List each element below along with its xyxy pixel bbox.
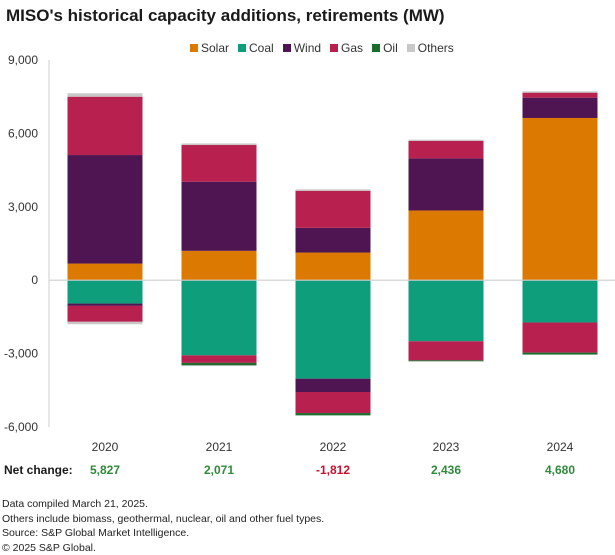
bar-segment-wind-retirement-2020 bbox=[67, 303, 143, 306]
legend-swatch bbox=[282, 44, 291, 52]
legend-item-oil: Oil bbox=[372, 41, 398, 55]
bar-segment-solar-addition-2024 bbox=[522, 117, 598, 281]
bar-segment-solar-addition-2020 bbox=[67, 263, 143, 281]
bar-segment-coal-retirement-2023 bbox=[408, 280, 484, 342]
legend-label: Wind bbox=[293, 41, 322, 55]
x-tick-label: 2024 bbox=[547, 440, 574, 454]
bar-segment-others-retirement-2020 bbox=[67, 321, 143, 325]
bar-segment-gas-retirement-2023 bbox=[408, 341, 484, 361]
bar-segment-wind-addition-2022 bbox=[295, 227, 371, 253]
bar-segment-others-retirement-2021 bbox=[181, 365, 257, 367]
bar-segment-others-addition-2020 bbox=[67, 93, 143, 97]
bar-segment-gas-addition-2023 bbox=[408, 140, 484, 159]
bar-segment-others-addition-2023 bbox=[408, 139, 484, 141]
y-tick-label: -6,000 bbox=[4, 420, 38, 434]
legend-label: Oil bbox=[383, 41, 398, 55]
net-change-label: Net change: bbox=[4, 463, 73, 477]
bar-segment-coal-retirement-2021 bbox=[181, 280, 257, 356]
bar-segment-wind-addition-2020 bbox=[67, 155, 143, 264]
bar-segment-wind-retirement-2022 bbox=[295, 378, 371, 393]
legend-item-solar: Solar bbox=[190, 41, 229, 55]
net-change-value: 2,071 bbox=[204, 463, 234, 477]
legend-item-wind: Wind bbox=[282, 41, 322, 55]
footnotes: Data compiled March 21, 2025. Others inc… bbox=[2, 497, 324, 555]
y-tick-label: 9,000 bbox=[8, 53, 38, 67]
bar-segment-gas-retirement-2022 bbox=[295, 392, 371, 414]
legend-item-coal: Coal bbox=[238, 41, 274, 55]
bar-segment-others-addition-2022 bbox=[295, 189, 371, 191]
bar-segment-coal-retirement-2024 bbox=[522, 280, 598, 323]
legend-label: Solar bbox=[201, 41, 230, 55]
legend-item-others: Others bbox=[406, 41, 454, 55]
net-change-value: 4,680 bbox=[545, 463, 575, 477]
bar-segment-wind-addition-2024 bbox=[522, 97, 598, 118]
net-change-value: 2,436 bbox=[431, 463, 461, 477]
bar-segment-oil-retirement-2023 bbox=[408, 360, 484, 362]
note-others: Others include biomass, geothermal, nucl… bbox=[2, 512, 325, 525]
x-tick-label: 2022 bbox=[320, 440, 347, 454]
bar-segment-solar-addition-2021 bbox=[181, 250, 257, 281]
bar-segment-solar-addition-2023 bbox=[408, 210, 484, 281]
bar-segment-gas-retirement-2021 bbox=[181, 355, 257, 363]
y-tick-label: -3,000 bbox=[4, 347, 38, 361]
bar-segment-gas-retirement-2020 bbox=[67, 305, 143, 322]
note-compiled: Data compiled March 21, 2025. bbox=[2, 498, 148, 510]
net-change-value: 5,827 bbox=[90, 463, 120, 477]
x-tick-label: 2021 bbox=[206, 440, 233, 454]
bar-segment-solar-addition-2022 bbox=[295, 252, 371, 281]
bar-segment-wind-addition-2021 bbox=[181, 181, 257, 251]
note-copyright: © 2025 S&P Global. bbox=[2, 541, 96, 554]
legend-swatch bbox=[238, 44, 247, 52]
bar-segment-oil-retirement-2022 bbox=[295, 413, 371, 416]
legend-label: Gas bbox=[341, 41, 364, 55]
legend-label: Others bbox=[417, 41, 454, 55]
x-tick-label: 2020 bbox=[92, 440, 119, 454]
bar-segment-oil-retirement-2024 bbox=[522, 352, 598, 355]
legend-swatch bbox=[330, 44, 339, 52]
bar-segment-oil-retirement-2021 bbox=[181, 362, 257, 366]
y-tick-label: 6,000 bbox=[8, 126, 38, 140]
legend: Solar Coal Wind Gas Oil Others bbox=[190, 41, 454, 55]
bar-segment-wind-addition-2023 bbox=[408, 158, 484, 211]
bar-segment-coal-retirement-2022 bbox=[295, 280, 371, 379]
y-tick-label: 3,000 bbox=[8, 200, 38, 214]
legend-swatch bbox=[406, 44, 415, 52]
y-tick-label: 0 bbox=[31, 273, 38, 287]
legend-swatch bbox=[372, 44, 381, 52]
bar-segment-others-addition-2024 bbox=[522, 91, 598, 93]
bar-segment-others-addition-2021 bbox=[181, 143, 257, 146]
bar-segment-gas-addition-2022 bbox=[295, 190, 371, 228]
net-change-value: -1,812 bbox=[316, 463, 350, 477]
bar-segment-gas-addition-2020 bbox=[67, 96, 143, 156]
legend-label: Coal bbox=[249, 41, 274, 55]
bar-segment-gas-retirement-2024 bbox=[522, 322, 598, 353]
bar-segment-gas-addition-2024 bbox=[522, 92, 598, 98]
bar-segment-coal-retirement-2020 bbox=[67, 280, 143, 304]
chart-title: MISO's historical capacity additions, re… bbox=[6, 6, 445, 25]
legend-item-gas: Gas bbox=[330, 41, 363, 55]
x-tick-label: 2023 bbox=[433, 440, 460, 454]
bar-segment-gas-addition-2021 bbox=[181, 145, 257, 182]
legend-swatch bbox=[190, 44, 198, 52]
note-source: Source: S&P Global Market Intelligence. bbox=[2, 527, 190, 539]
